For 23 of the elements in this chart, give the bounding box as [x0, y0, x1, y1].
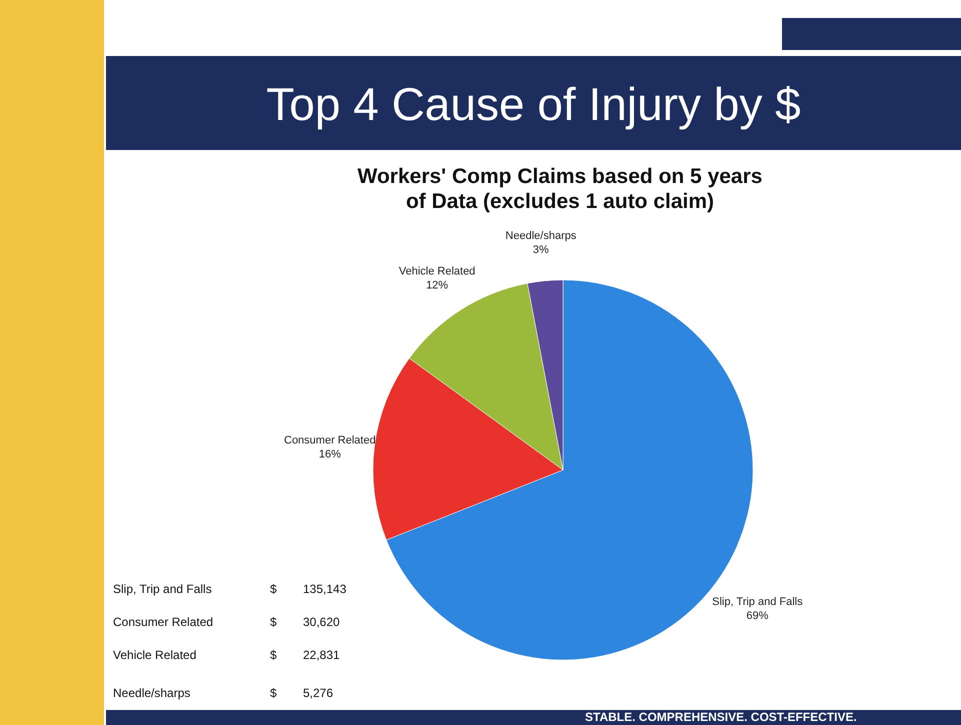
data-label: 12% [426, 280, 448, 292]
text: $ [270, 615, 277, 629]
text: 135,143 [303, 582, 346, 596]
slice-label: Slip, Trip and Falls [712, 596, 804, 608]
text: 30,620 [303, 615, 340, 629]
slice-label: Vehicle Related [398, 266, 476, 278]
text: Consumer Related [113, 615, 214, 629]
text: $ [270, 648, 277, 662]
text: Needle/sharps [113, 686, 190, 700]
chart-title: Top 4 Cause of Injury by $ [265, 77, 802, 132]
text: $ [270, 582, 277, 596]
chart-subtitle: Workers' Comp Claims based on 5 years of Data (excludes 1 auto claim) [356, 164, 764, 214]
data-label: 69% [746, 610, 769, 622]
text: 22,831 [303, 648, 340, 662]
text: Slip, Trip and Falls [113, 582, 212, 596]
text: Vehicle Related [113, 648, 196, 662]
text: $ [270, 686, 277, 700]
data-label: 3% [532, 244, 550, 256]
text: STABLE. COMPREHENSIVE. COST-EFFECTIVE. [585, 710, 857, 725]
text: 5,276 [303, 686, 334, 700]
slice-label: Consumer Related [284, 434, 376, 447]
slice-label: Needle/sharps [505, 230, 577, 242]
data-label: 16% [318, 448, 342, 461]
